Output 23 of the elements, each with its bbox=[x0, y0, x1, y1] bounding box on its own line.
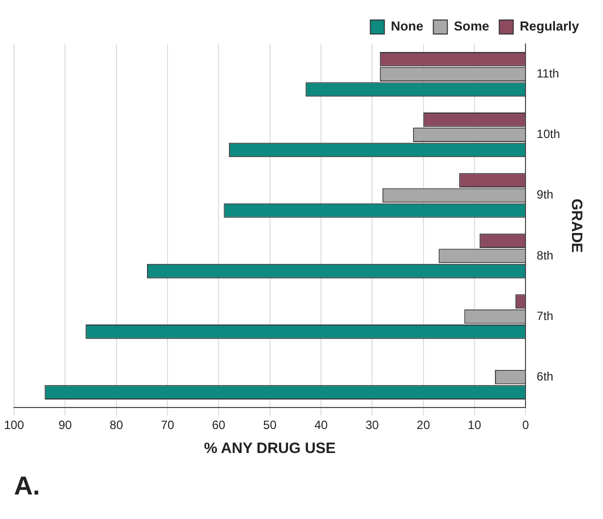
x-tick-label: 80 bbox=[110, 418, 124, 432]
legend-label: None bbox=[390, 18, 424, 34]
x-tick-label: 60 bbox=[212, 418, 226, 432]
x-tick-label: 0 bbox=[522, 418, 530, 432]
x-tick-label: 70 bbox=[160, 418, 174, 432]
x-tick-label: 10 bbox=[468, 418, 482, 432]
y-tick-label: 6th bbox=[536, 369, 554, 384]
x-tick-label: 100 bbox=[4, 418, 24, 432]
x-axis-title: % ANY DRUG USE bbox=[204, 440, 336, 457]
x-tick-label: 20 bbox=[416, 418, 430, 432]
x-tick-label: 50 bbox=[263, 418, 277, 432]
legend-label: Regularly bbox=[520, 18, 580, 34]
y-tick-label: 9th bbox=[536, 188, 554, 202]
legend-label: Some bbox=[454, 18, 490, 34]
y-tick-label: 10th bbox=[536, 127, 560, 142]
y-axis-title: GRADE bbox=[568, 198, 585, 253]
text: A. bbox=[14, 470, 40, 501]
x-tick-label: 30 bbox=[365, 418, 380, 432]
y-tick-label: 7th bbox=[536, 308, 554, 323]
y-tick-label: 8th bbox=[536, 248, 554, 262]
y-tick-label: 11th bbox=[536, 66, 560, 81]
x-tick-label: 90 bbox=[58, 418, 72, 432]
x-tick-label: 40 bbox=[314, 418, 328, 432]
